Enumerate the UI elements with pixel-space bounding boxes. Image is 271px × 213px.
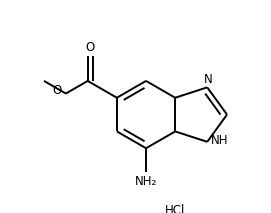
Text: N: N	[204, 73, 212, 86]
Text: HCl: HCl	[165, 204, 185, 213]
Text: NH₂: NH₂	[135, 175, 157, 188]
Text: O: O	[86, 40, 95, 53]
Text: O: O	[53, 84, 62, 97]
Text: NH: NH	[211, 134, 228, 147]
